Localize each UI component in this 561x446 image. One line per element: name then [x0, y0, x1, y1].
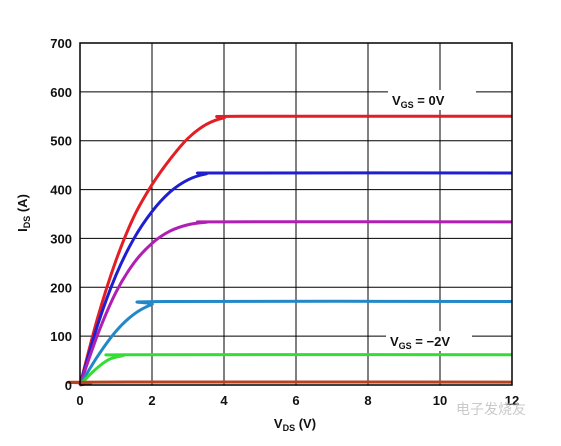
y-tick-label: 700	[50, 36, 72, 51]
annotation-vgs-0v-group: VGS = 0V	[388, 90, 476, 110]
y-tick-label: 200	[50, 280, 72, 295]
watermark: 电子发烧友	[456, 402, 526, 418]
y-tick-labels: 0 100 200 300 400 500 600 700	[50, 36, 72, 393]
y-axis-label: IDS (A)	[15, 194, 32, 232]
y-tick-label: 300	[50, 231, 72, 246]
series-line-3	[78, 299, 513, 386]
annotation-vgs-neg2v-group: VGS = −2V	[386, 331, 472, 351]
x-tick-label: 8	[364, 393, 371, 408]
x-tick-label: 6	[292, 393, 299, 408]
y-tick-label: 600	[50, 85, 72, 100]
plot-frame	[79, 42, 513, 386]
series-line-4	[78, 353, 513, 387]
series-line-1	[78, 171, 513, 386]
x-axis-label: VDS (V)	[274, 416, 316, 433]
series-group	[66, 114, 513, 387]
y-tick-label: 500	[50, 134, 72, 149]
x-tick-label: 12	[505, 393, 519, 408]
annotation-vgs-neg2v: VGS = −2V	[390, 334, 450, 351]
x-tick-label: 2	[148, 393, 155, 408]
annotation-vgs-0v: VGS = 0V	[392, 93, 445, 110]
y-tick-label: 0	[65, 378, 72, 393]
x-tick-label: 4	[220, 393, 228, 408]
series-line-0	[78, 114, 513, 386]
x-tick-label: 10	[433, 393, 447, 408]
y-tick-label: 400	[50, 183, 72, 198]
x-tick-label: 0	[76, 393, 83, 408]
y-tick-label: 100	[50, 329, 72, 344]
series-line-2	[78, 220, 513, 386]
series-line-5	[66, 380, 513, 387]
x-tick-labels: 0 2 4 6 8 10 12	[76, 393, 519, 408]
